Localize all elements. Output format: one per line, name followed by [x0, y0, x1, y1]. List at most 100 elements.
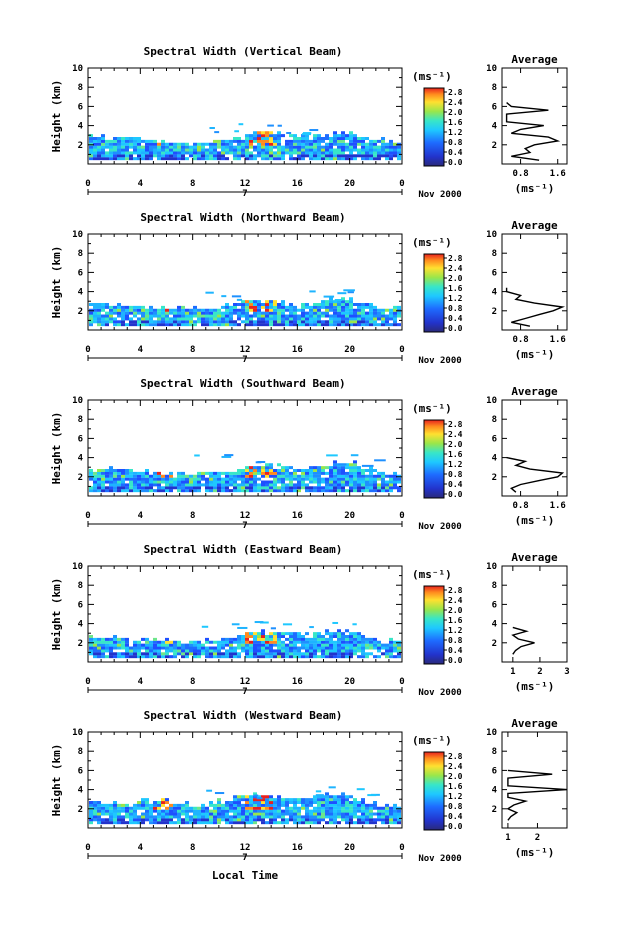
heatmap-cell	[373, 646, 377, 650]
heatmap-cell	[269, 489, 273, 493]
heatmap-cell	[233, 486, 237, 490]
heatmap-cell	[125, 646, 129, 650]
heatmap-cell	[221, 455, 232, 458]
heatmap-cell	[269, 486, 273, 490]
heatmap-cell	[357, 818, 361, 822]
heatmap-cell	[189, 308, 193, 312]
x-tick-label: 20	[344, 511, 355, 521]
heatmap-cell	[121, 469, 125, 472]
heatmap-cell	[93, 154, 97, 158]
heatmap-cell	[265, 812, 269, 816]
heatmap-cell	[117, 142, 121, 146]
heatmap-cell	[129, 323, 133, 327]
heatmap-cell	[173, 821, 177, 825]
heatmap-cell	[165, 151, 169, 155]
heatmap-cell	[285, 655, 289, 659]
heatmap-cell	[161, 145, 165, 149]
heatmap-cell	[369, 314, 373, 318]
heatmap-cell	[213, 806, 217, 810]
heatmap-cell	[133, 640, 137, 644]
heatmap-cell	[141, 815, 145, 819]
y-tick-label: 4	[78, 288, 84, 298]
heatmap-cell	[309, 139, 313, 143]
heatmap-cell	[373, 151, 377, 155]
heatmap-cell	[337, 821, 341, 825]
heatmap-cell	[289, 815, 293, 819]
heatmap-cell	[377, 311, 381, 315]
heatmap-cell	[309, 323, 313, 327]
heatmap-cell	[141, 154, 145, 158]
heatmap-cell	[361, 655, 365, 659]
heatmap-cell	[89, 809, 93, 813]
heatmap-cell	[93, 637, 97, 641]
heatmap-cell	[157, 477, 161, 481]
heatmap-cell	[377, 815, 381, 819]
heatmap-cell	[257, 483, 261, 487]
heatmap-cell	[277, 124, 282, 127]
heatmap-cell	[169, 486, 173, 490]
heatmap-cell	[213, 803, 217, 807]
heatmap-cell	[289, 655, 293, 659]
heatmap-cell	[97, 311, 101, 315]
heatmap-cell	[105, 477, 109, 481]
heatmap-cell	[265, 652, 269, 656]
heatmap-cell	[377, 477, 381, 481]
heatmap-cell	[313, 157, 317, 161]
heatmap-cell	[149, 151, 153, 155]
heatmap-cell	[273, 821, 277, 825]
heatmap-cell	[233, 308, 237, 312]
heatmap-cell	[349, 323, 353, 327]
heatmap-cell	[333, 142, 337, 146]
heatmap-cell	[241, 643, 245, 647]
heatmap-cell	[273, 801, 277, 804]
heatmap-cell	[237, 635, 241, 638]
profile-title: Average	[511, 219, 558, 232]
heatmap-cell	[325, 640, 329, 644]
heatmap-cell	[257, 652, 261, 656]
heatmap-cell	[269, 469, 273, 472]
heatmap-cell	[173, 806, 177, 810]
heatmap-cell	[145, 148, 149, 152]
heatmap-cell	[101, 806, 105, 810]
heatmap-cell	[161, 818, 165, 822]
heatmap-cell	[277, 474, 281, 478]
heatmap-cell	[381, 154, 385, 158]
heatmap-cell	[93, 142, 97, 146]
heatmap-cell	[233, 640, 237, 644]
heatmap-cell	[373, 305, 377, 309]
heatmap-cell	[241, 806, 245, 810]
heatmap-cell	[309, 314, 313, 318]
heatmap-cell	[325, 795, 329, 799]
heatmap-cell	[349, 801, 353, 804]
heatmap-cell	[261, 480, 265, 484]
heatmap-cell	[289, 483, 293, 487]
heatmap-cell	[121, 157, 125, 161]
heatmap-cell	[213, 308, 217, 312]
heatmap-cell	[157, 480, 161, 484]
heatmap-cell	[289, 320, 293, 324]
heatmap-cell	[325, 652, 329, 656]
heatmap-cell	[381, 471, 385, 475]
heatmap-cell	[365, 486, 369, 490]
heatmap-cell	[257, 489, 261, 493]
heatmap-cell	[329, 157, 333, 161]
heatmap-cell	[369, 812, 373, 816]
heatmap-cell	[365, 311, 369, 315]
heatmap-cell	[257, 818, 261, 822]
heatmap-cell	[361, 635, 365, 638]
heatmap-cell	[101, 469, 105, 472]
heatmap-cell	[269, 142, 273, 146]
day-marker-label: 7	[242, 853, 247, 863]
heatmap-cell	[317, 469, 321, 472]
heatmap-cell	[229, 145, 233, 149]
heatmap-cell	[265, 489, 269, 493]
heatmap-cell	[89, 303, 93, 306]
heatmap-cell	[353, 480, 357, 484]
heatmap-cell	[233, 148, 237, 152]
heatmap-cell	[369, 139, 373, 143]
heatmap-cell	[165, 486, 169, 490]
heatmap-cell	[377, 812, 381, 816]
heatmap-cell	[125, 655, 129, 659]
heatmap-cell	[309, 142, 313, 146]
heatmap-cell	[181, 311, 185, 315]
